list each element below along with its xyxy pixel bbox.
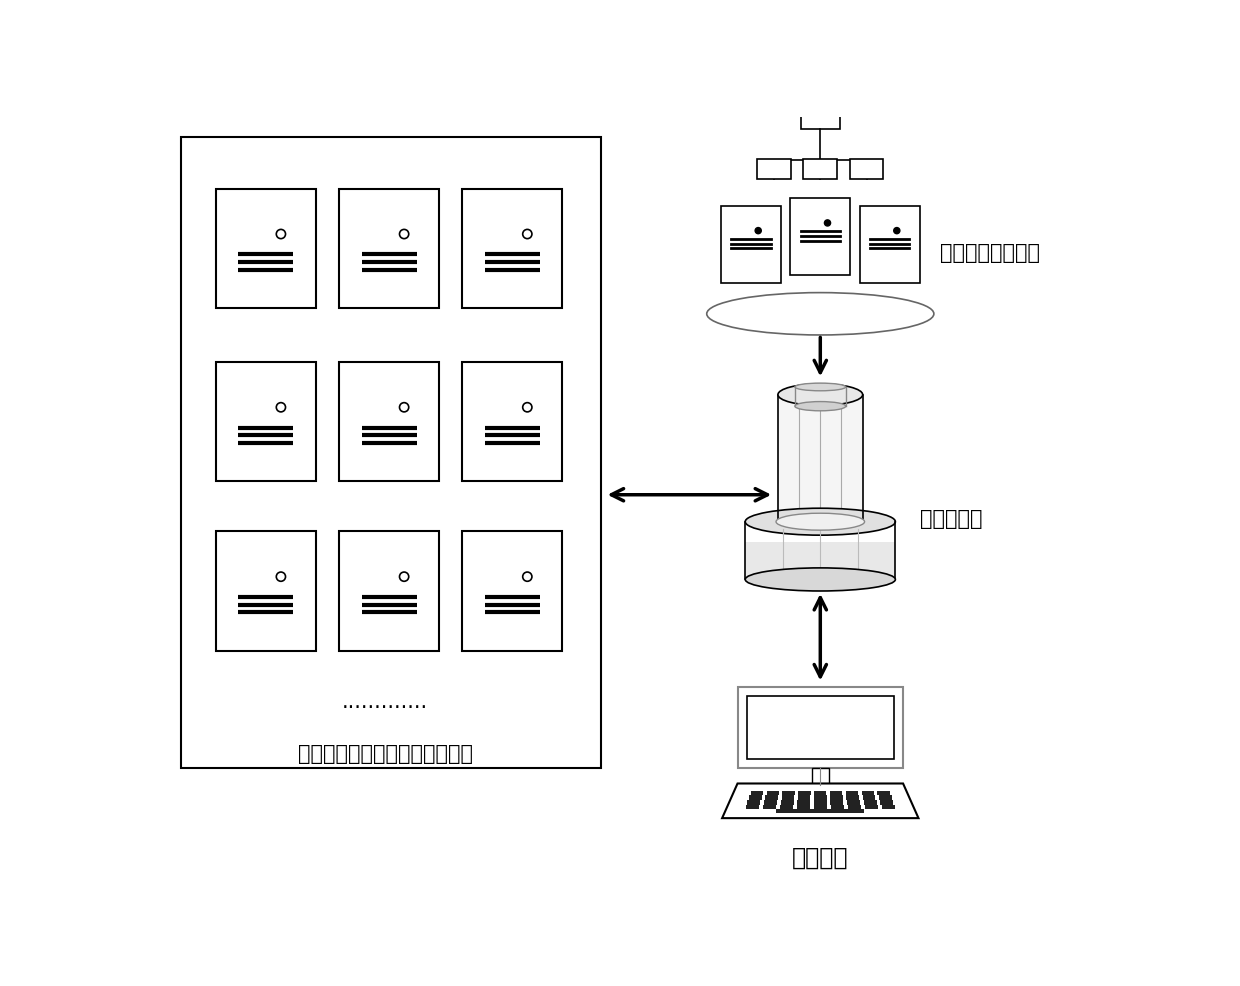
Circle shape	[894, 229, 900, 235]
Bar	[848, 806, 861, 810]
Bar	[764, 801, 777, 805]
Bar	[862, 791, 874, 796]
Bar	[746, 697, 894, 759]
FancyBboxPatch shape	[216, 189, 316, 309]
FancyBboxPatch shape	[463, 531, 563, 651]
Bar	[745, 806, 759, 810]
Bar	[847, 801, 861, 805]
Circle shape	[825, 221, 831, 227]
Ellipse shape	[745, 509, 895, 535]
Bar	[766, 791, 779, 796]
Bar	[765, 796, 777, 800]
Bar	[880, 801, 893, 805]
Ellipse shape	[776, 514, 864, 530]
Bar	[830, 791, 842, 796]
Bar	[776, 810, 864, 812]
Ellipse shape	[777, 385, 863, 406]
Text: 中心服务器: 中心服务器	[920, 509, 983, 528]
Bar	[797, 801, 810, 805]
FancyBboxPatch shape	[216, 363, 316, 482]
Bar	[750, 791, 763, 796]
Bar	[777, 395, 863, 523]
Bar	[799, 791, 811, 796]
FancyBboxPatch shape	[790, 199, 851, 276]
Bar	[797, 796, 811, 800]
Bar	[813, 801, 827, 805]
Bar	[831, 801, 843, 805]
Ellipse shape	[795, 402, 846, 411]
Bar	[813, 796, 827, 800]
FancyBboxPatch shape	[339, 531, 439, 651]
Bar	[748, 801, 760, 805]
FancyBboxPatch shape	[758, 160, 791, 179]
FancyBboxPatch shape	[859, 207, 920, 284]
Bar	[782, 791, 795, 796]
Text: 用户终端: 用户终端	[792, 845, 848, 869]
Bar	[781, 796, 794, 800]
Bar	[846, 791, 858, 796]
FancyBboxPatch shape	[849, 160, 883, 179]
Bar	[745, 542, 895, 580]
Bar	[847, 796, 859, 800]
Bar	[864, 801, 877, 805]
Bar	[738, 687, 903, 768]
Polygon shape	[722, 784, 919, 818]
Bar	[815, 791, 827, 796]
Bar	[796, 806, 810, 810]
Bar	[781, 801, 794, 805]
Text: 网络流量数据中心: 网络流量数据中心	[940, 243, 1039, 263]
FancyBboxPatch shape	[463, 363, 563, 482]
Bar	[812, 768, 828, 785]
FancyBboxPatch shape	[181, 138, 601, 768]
FancyBboxPatch shape	[804, 160, 837, 179]
FancyBboxPatch shape	[463, 189, 563, 309]
FancyBboxPatch shape	[801, 108, 839, 130]
Bar	[831, 806, 844, 810]
Ellipse shape	[707, 293, 934, 335]
Bar	[863, 796, 875, 800]
Bar	[780, 806, 792, 810]
Ellipse shape	[795, 384, 846, 391]
Text: .............: .............	[342, 691, 428, 711]
FancyBboxPatch shape	[339, 189, 439, 309]
FancyBboxPatch shape	[720, 207, 781, 284]
Bar	[878, 791, 890, 796]
Ellipse shape	[745, 568, 895, 592]
Bar	[882, 806, 895, 810]
FancyBboxPatch shape	[216, 531, 316, 651]
Text: 数据挖掘分布式集群服务器节点: 数据挖掘分布式集群服务器节点	[298, 742, 472, 763]
Bar	[879, 796, 892, 800]
FancyBboxPatch shape	[339, 363, 439, 482]
Circle shape	[755, 229, 761, 235]
Bar	[763, 806, 776, 810]
Bar	[831, 796, 843, 800]
Bar	[749, 796, 761, 800]
Bar	[813, 806, 827, 810]
Bar	[864, 806, 878, 810]
